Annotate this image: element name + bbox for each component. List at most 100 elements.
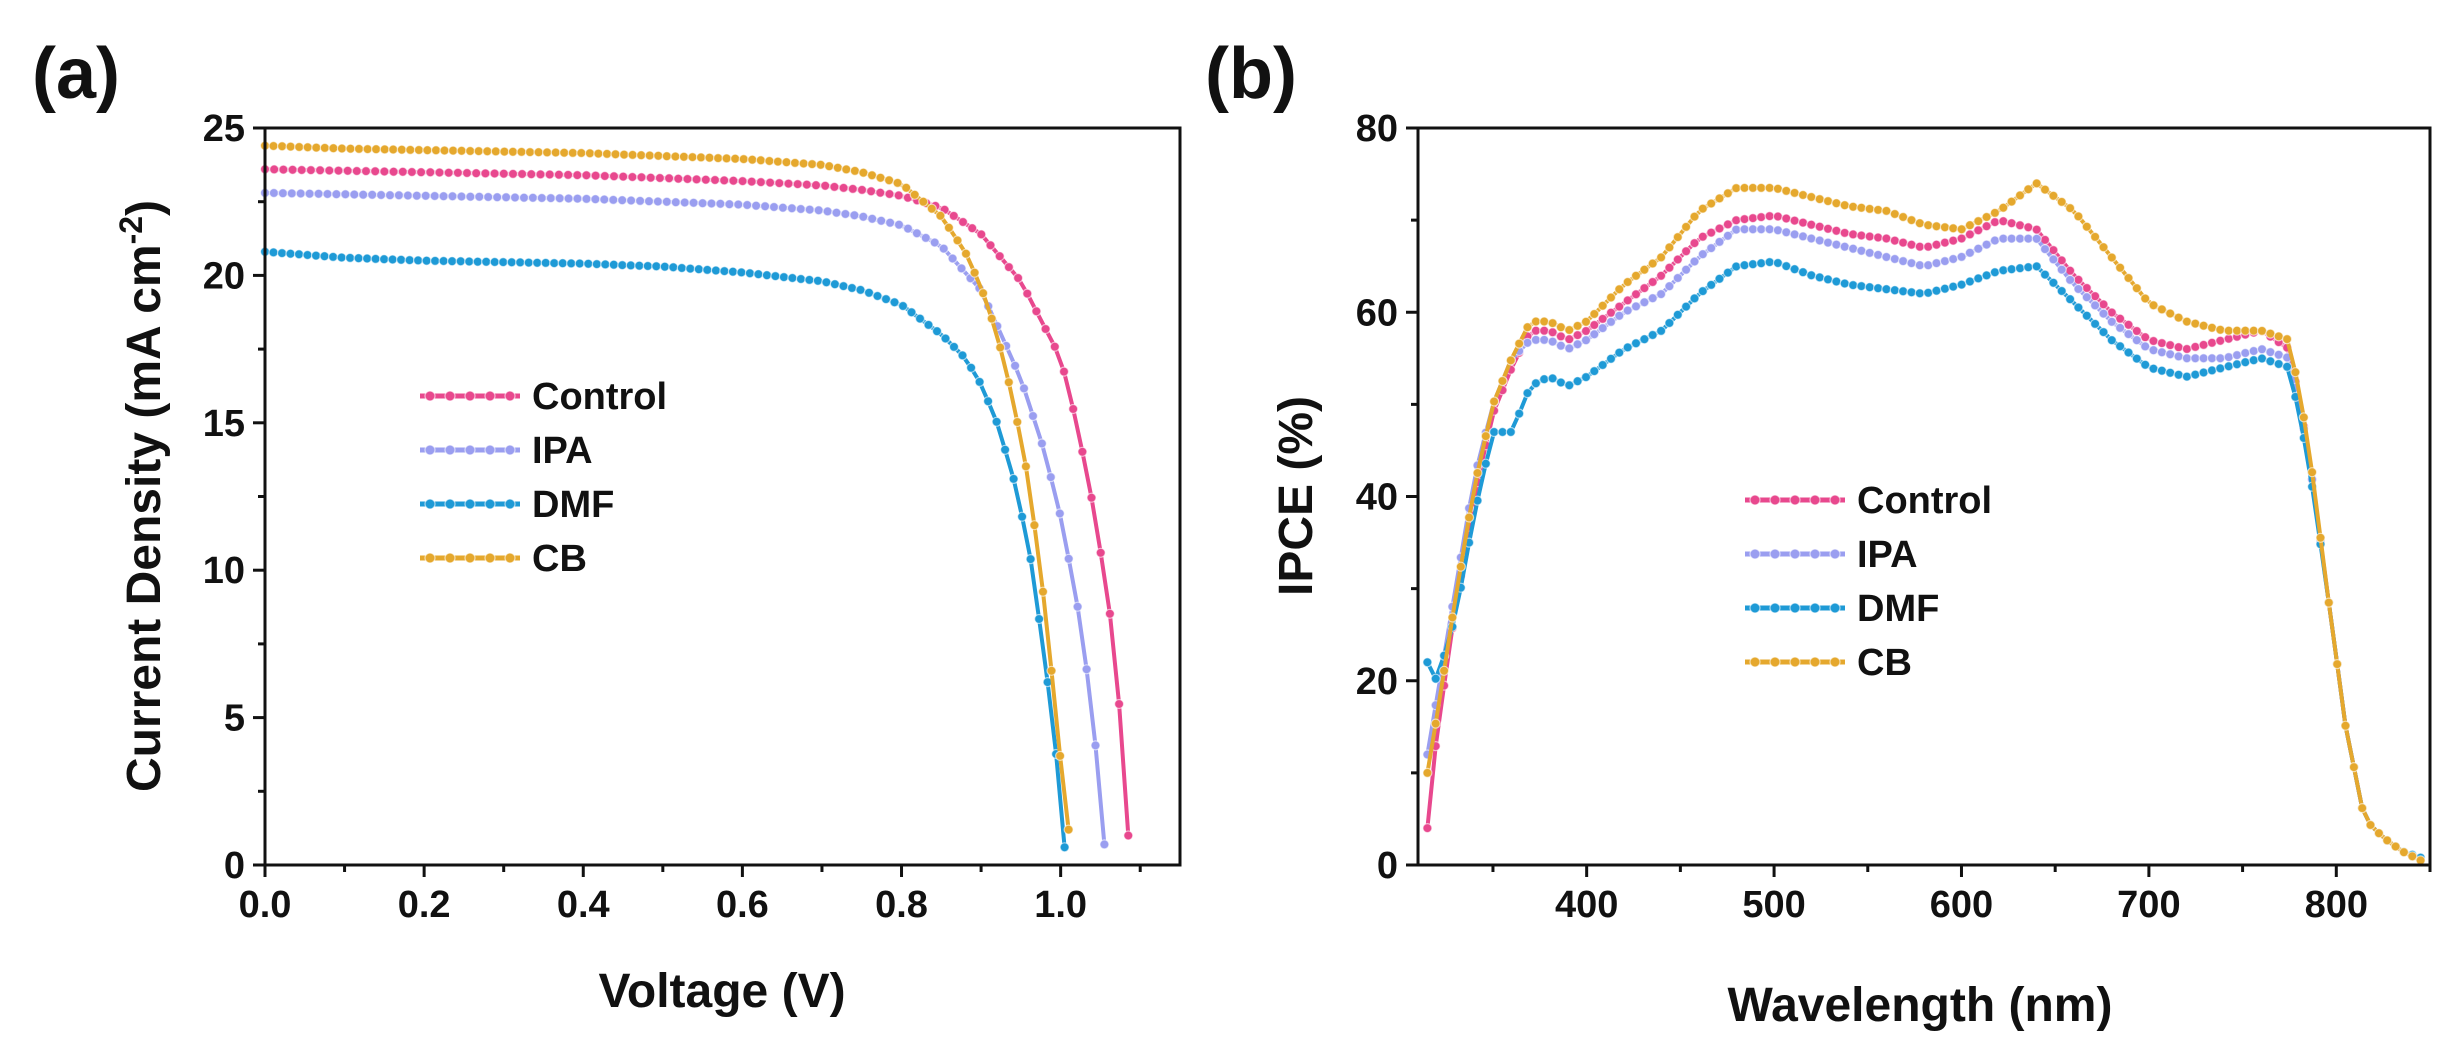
- data-point-dmf: [1033, 613, 1045, 625]
- data-point-ipa: [697, 198, 708, 209]
- data-point-dmf: [1872, 283, 1884, 294]
- x-tick-label-0-8: 0.8: [875, 884, 928, 926]
- data-point-control: [2206, 337, 2218, 348]
- legend-label-control: Control: [532, 376, 667, 418]
- data-point-ipa: [777, 202, 789, 213]
- data-point-cb: [567, 147, 578, 158]
- legend-marker-dmf: [464, 498, 476, 510]
- data-point-dmf: [1739, 260, 1750, 271]
- data-point-ipa: [2240, 347, 2251, 359]
- data-point-dmf: [940, 333, 951, 344]
- data-point-control: [1031, 306, 1042, 317]
- data-point-cb: [2056, 196, 2067, 207]
- legend-marker-ipa: [1789, 548, 1801, 560]
- data-point-ipa: [2056, 264, 2067, 275]
- data-point-ipa: [2206, 353, 2218, 364]
- panel-a-label: (a): [32, 34, 120, 114]
- data-point-ipa: [2181, 353, 2192, 364]
- data-point-control: [544, 169, 555, 180]
- legend-item-control: Control: [420, 376, 667, 418]
- data-point-ipa: [1989, 235, 2001, 246]
- data-point-ipa: [840, 208, 851, 220]
- data-point-cb: [1539, 316, 1550, 327]
- data-point-ipa: [1672, 272, 1683, 284]
- data-point-dmf: [668, 262, 679, 273]
- legend-item-cb: CB: [1745, 642, 1912, 684]
- series-markers-control: [259, 164, 1134, 841]
- data-point-dmf: [1831, 276, 1842, 287]
- data-point-ipa: [304, 188, 315, 199]
- data-point-ipa: [1530, 334, 1542, 345]
- y-tick-label-40: 40: [1356, 477, 1398, 519]
- data-point-dmf: [812, 275, 824, 286]
- data-point-cb: [533, 147, 544, 158]
- data-point-ipa: [295, 188, 306, 199]
- data-point-cb: [610, 149, 621, 160]
- data-point-dmf: [1555, 377, 1567, 388]
- data-point-ipa: [1948, 253, 1959, 265]
- data-point-dmf: [464, 256, 475, 267]
- data-point-ipa: [742, 199, 753, 211]
- data-point-ipa: [1847, 243, 1859, 254]
- legend-marker-control: [1769, 494, 1781, 506]
- data-point-ipa: [2073, 283, 2084, 295]
- data-point-dmf: [1939, 283, 1951, 294]
- panel-b-y-axis-title: IPCE (%): [1270, 396, 1323, 596]
- data-point-cb: [1012, 416, 1023, 428]
- data-point-cb: [2014, 190, 2026, 201]
- data-point-cb: [2123, 272, 2134, 284]
- data-point-ipa: [1036, 438, 1048, 449]
- data-point-cb: [1722, 188, 1734, 199]
- data-point-dmf: [974, 376, 985, 387]
- data-point-cb: [1639, 264, 1650, 275]
- data-point-cb: [798, 158, 809, 169]
- data-point-ipa: [483, 191, 494, 203]
- data-point-ipa: [1939, 256, 1951, 267]
- data-point-control: [498, 168, 509, 179]
- data-point-control: [1040, 323, 1051, 335]
- data-point-cb: [396, 144, 407, 155]
- data-point-dmf: [1914, 288, 1925, 299]
- data-point-dmf: [2190, 369, 2201, 380]
- data-point-ipa: [1647, 293, 1658, 304]
- data-point-control: [1672, 254, 1683, 265]
- data-point-control: [884, 188, 895, 200]
- data-point-control: [287, 164, 298, 175]
- data-point-cb: [1923, 220, 1934, 231]
- data-point-dmf: [1672, 309, 1683, 320]
- data-point-dmf: [1989, 267, 2001, 278]
- data-point-ipa: [1956, 251, 1967, 262]
- data-point-dmf: [268, 247, 279, 258]
- data-point-dmf: [421, 255, 432, 266]
- data-point-control: [1889, 235, 1900, 246]
- data-point-cb: [524, 147, 536, 158]
- data-point-dmf: [2115, 341, 2126, 352]
- data-point-control: [1086, 492, 1097, 503]
- data-point-ipa: [2215, 353, 2226, 364]
- data-point-control: [1772, 211, 1784, 222]
- data-point-cb: [2323, 597, 2334, 608]
- data-point-cb: [2240, 325, 2251, 336]
- data-point-dmf: [1480, 458, 1491, 469]
- data-point-control: [1964, 229, 1976, 240]
- data-point-ipa: [456, 191, 467, 202]
- data-point-cb: [1547, 318, 1558, 329]
- data-point-control: [1806, 219, 1817, 230]
- data-point-ipa: [518, 192, 530, 203]
- data-point-dmf: [2006, 264, 2017, 275]
- data-point-cb: [413, 144, 424, 156]
- data-point-control: [333, 165, 344, 176]
- data-point-dmf: [914, 313, 926, 324]
- data-point-control: [489, 168, 500, 179]
- data-point-ipa: [2081, 292, 2092, 303]
- data-point-cb: [2065, 203, 2076, 214]
- data-point-ipa: [1063, 553, 1074, 564]
- data-point-ipa: [2098, 308, 2109, 319]
- data-point-dmf: [472, 256, 483, 267]
- data-point-cb: [388, 144, 399, 155]
- data-point-cb: [789, 157, 801, 168]
- data-point-cb: [695, 152, 707, 163]
- x-tick-label-0-0: 0.0: [239, 884, 292, 926]
- data-point-dmf: [1822, 274, 1834, 285]
- data-point-dmf: [481, 256, 492, 267]
